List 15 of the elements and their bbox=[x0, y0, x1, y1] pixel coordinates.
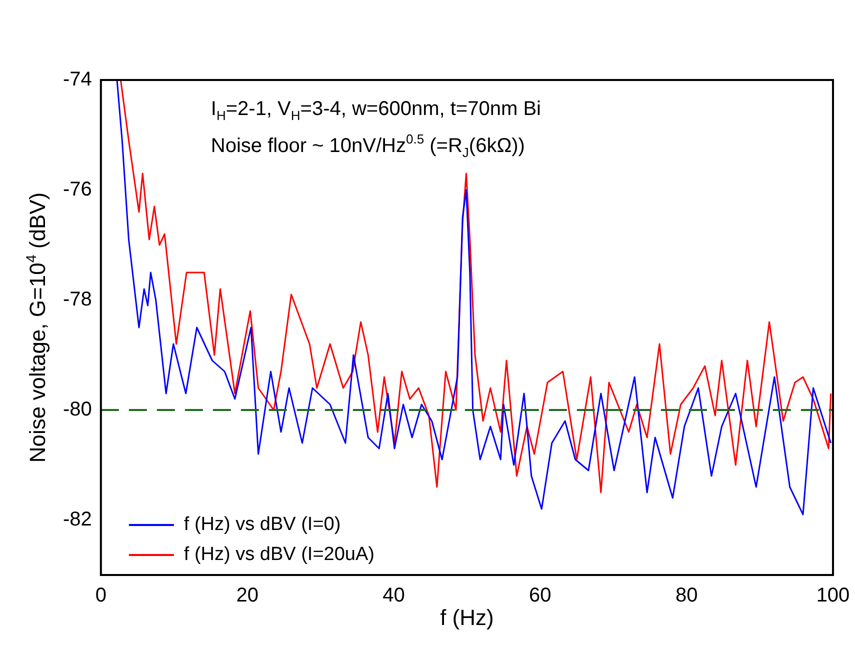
x-tick-label: 40 bbox=[382, 584, 405, 607]
x-tick-label: 100 bbox=[816, 584, 850, 607]
x-tick-label: 60 bbox=[529, 584, 552, 607]
y-tick-label: -78 bbox=[63, 288, 92, 311]
y-axis-title: Noise voltage, G=104 (dBV) bbox=[24, 192, 50, 463]
y-tick-label: -80 bbox=[63, 398, 92, 421]
y-tick-label: -82 bbox=[63, 508, 92, 531]
legend-label: f (Hz) vs dBV (I=20uA) bbox=[184, 544, 374, 566]
x-tick-label: 80 bbox=[675, 584, 698, 607]
x-axis-title: f (Hz) bbox=[440, 605, 494, 630]
x-tick-label: 20 bbox=[236, 584, 258, 607]
legend-label: f (Hz) vs dBV (I=0) bbox=[184, 514, 341, 536]
y-tick-label: -74 bbox=[63, 68, 92, 91]
x-tick-label: 0 bbox=[95, 584, 106, 607]
y-tick-label: -76 bbox=[63, 178, 92, 201]
